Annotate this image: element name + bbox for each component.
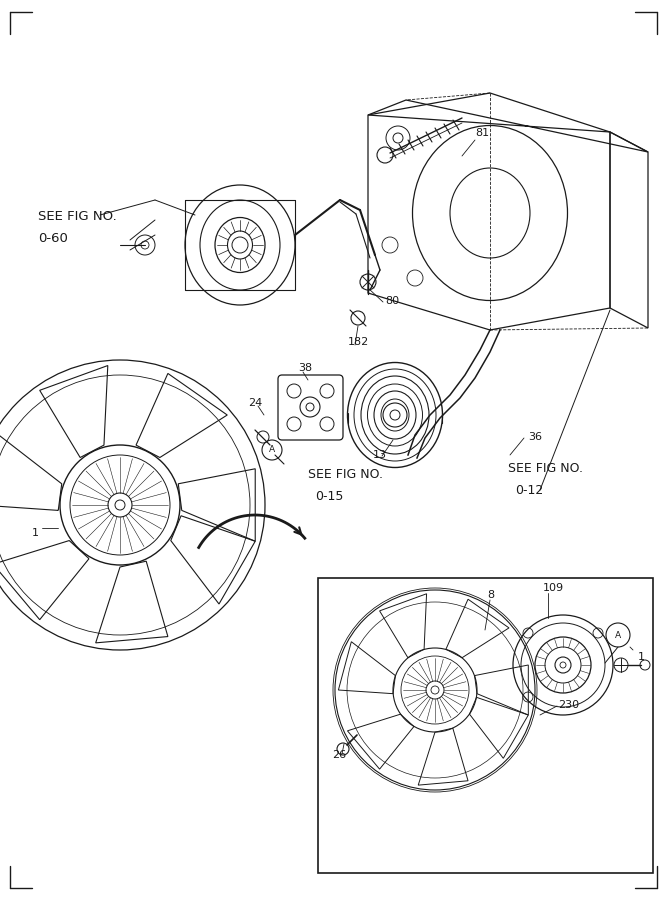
Text: 80: 80 <box>385 296 399 306</box>
Text: 13: 13 <box>373 450 387 460</box>
Text: 109: 109 <box>543 583 564 593</box>
Text: A: A <box>615 631 621 640</box>
Text: 1: 1 <box>32 528 39 538</box>
Text: 0-12: 0-12 <box>515 484 543 497</box>
Text: 0-60: 0-60 <box>38 232 68 245</box>
Text: 81: 81 <box>475 128 489 138</box>
Text: 1: 1 <box>638 652 645 662</box>
Text: 230: 230 <box>558 700 579 710</box>
Text: SEE FIG NO.: SEE FIG NO. <box>308 468 383 481</box>
Text: 36: 36 <box>528 432 542 442</box>
Text: 182: 182 <box>348 337 370 347</box>
Bar <box>318 578 653 873</box>
Text: 8: 8 <box>487 590 494 600</box>
Text: 26: 26 <box>332 750 346 760</box>
Text: SEE FIG NO.: SEE FIG NO. <box>508 462 583 475</box>
Text: A: A <box>269 446 275 454</box>
Text: SEE FIG NO.: SEE FIG NO. <box>38 210 117 223</box>
Text: 0-15: 0-15 <box>315 490 344 503</box>
Text: 24: 24 <box>248 398 262 408</box>
Text: 38: 38 <box>298 363 312 373</box>
